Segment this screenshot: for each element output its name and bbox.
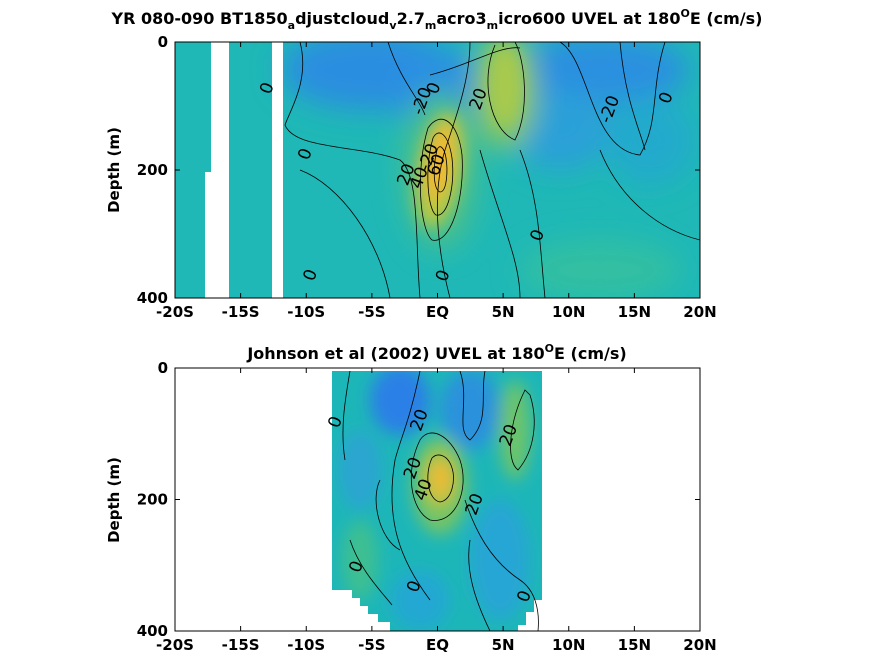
y-tick-label: 0 bbox=[158, 359, 168, 377]
y-tick-label: 0 bbox=[158, 33, 168, 51]
x-tick-label: EQ bbox=[426, 303, 449, 321]
panel-2-field bbox=[332, 371, 542, 631]
y-tick-label: 400 bbox=[137, 622, 168, 640]
x-tick-label: 10N bbox=[552, 636, 585, 654]
x-tick-label: -20S bbox=[156, 636, 194, 654]
y-tick-label: 400 bbox=[137, 289, 168, 307]
x-tick-label: 5N bbox=[492, 636, 515, 654]
x-tick-label: 20N bbox=[683, 303, 716, 321]
panel-1-x-ticks: -20S -15S -10S -5S EQ 5N 10N 15N 20N bbox=[156, 42, 717, 321]
y-tick-label: 200 bbox=[137, 491, 168, 509]
x-tick-label: -10S bbox=[287, 303, 325, 321]
panel-1: YR 080-090 BT1850adjustcloudv2.7macro3mi… bbox=[105, 7, 762, 321]
x-tick-label: -5S bbox=[358, 636, 385, 654]
panel-2-ylabel: Depth (m) bbox=[105, 457, 123, 543]
x-tick-label: 20N bbox=[683, 636, 716, 654]
x-tick-label: -20S bbox=[156, 303, 194, 321]
x-tick-label: 5N bbox=[492, 303, 515, 321]
x-tick-label: -15S bbox=[222, 636, 260, 654]
panel-2: Johnson et al (2002) UVEL at 180OE (cm/s… bbox=[105, 342, 717, 654]
x-tick-label: EQ bbox=[426, 636, 449, 654]
x-tick-label: 15N bbox=[618, 303, 651, 321]
panel-1-ylabel: Depth (m) bbox=[105, 127, 123, 213]
x-tick-label: 15N bbox=[618, 636, 651, 654]
x-tick-label: -15S bbox=[222, 303, 260, 321]
y-tick-label: 200 bbox=[137, 161, 168, 179]
x-tick-label: 10N bbox=[552, 303, 585, 321]
panel-2-title: Johnson et al (2002) UVEL at 180OE (cm/s… bbox=[246, 342, 626, 363]
x-tick-label: -10S bbox=[287, 636, 325, 654]
panel-1-field bbox=[175, 42, 700, 298]
panel-1-y-ticks: 0 200 400 bbox=[137, 33, 700, 307]
panel-1-title: YR 080-090 BT1850adjustcloudv2.7macro3mi… bbox=[111, 7, 763, 32]
panel-2-x-ticks: -20S -15S -10S -5S EQ 5N 10N 15N 20N bbox=[156, 368, 717, 654]
panel-2-y-ticks: 0 200 400 bbox=[137, 359, 700, 640]
x-tick-label: -5S bbox=[358, 303, 385, 321]
